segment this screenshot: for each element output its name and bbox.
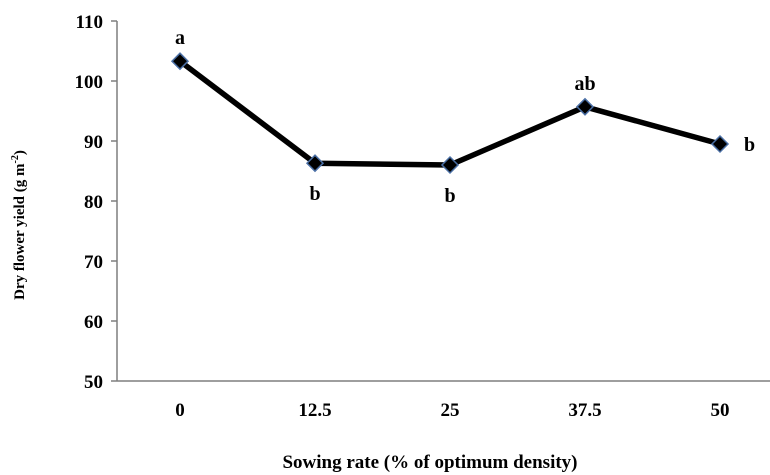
y-tick-label: 50 bbox=[84, 372, 103, 393]
y-axis-title: Dry flower yield (g m-2) bbox=[10, 150, 28, 300]
data-point-marker bbox=[575, 97, 595, 116]
x-axis-ticks: 0 12.5 25 37.5 50 bbox=[175, 400, 729, 421]
y-tick-label: 110 bbox=[76, 12, 103, 33]
y-axis-title-main: Dry flower yield (g m bbox=[12, 163, 28, 300]
data-point-marker bbox=[440, 155, 460, 175]
significance-letter: b bbox=[744, 134, 755, 156]
y-tick-label: 70 bbox=[84, 252, 103, 273]
y-tick-label: 60 bbox=[84, 312, 103, 333]
data-point-marker bbox=[170, 52, 190, 71]
x-tick-label: 25 bbox=[441, 400, 460, 421]
x-axis-title: Sowing rate (% of optimum density) bbox=[282, 452, 577, 473]
x-tick-label: 50 bbox=[711, 400, 730, 421]
data-point-marker bbox=[305, 154, 325, 173]
y-tick-label: 100 bbox=[75, 72, 104, 93]
y-axis-ticks: 50 60 70 80 90 100 110 bbox=[75, 12, 117, 393]
significance-letter: b bbox=[444, 185, 455, 207]
significance-letter: ab bbox=[574, 73, 595, 95]
x-tick-label: 12.5 bbox=[298, 400, 331, 421]
significance-letter: b bbox=[309, 183, 320, 205]
x-tick-label: 0 bbox=[175, 400, 185, 421]
y-axis-title-end: ) bbox=[12, 150, 28, 155]
data-point-marker bbox=[710, 134, 730, 154]
y-tick-label: 80 bbox=[84, 192, 103, 213]
y-tick-label: 90 bbox=[84, 132, 103, 153]
significance-letter: a bbox=[175, 27, 185, 49]
data-markers bbox=[170, 52, 730, 175]
x-tick-label: 37.5 bbox=[568, 400, 601, 421]
y-axis-title-superscript: -2 bbox=[10, 155, 21, 163]
series-line bbox=[177, 58, 723, 168]
